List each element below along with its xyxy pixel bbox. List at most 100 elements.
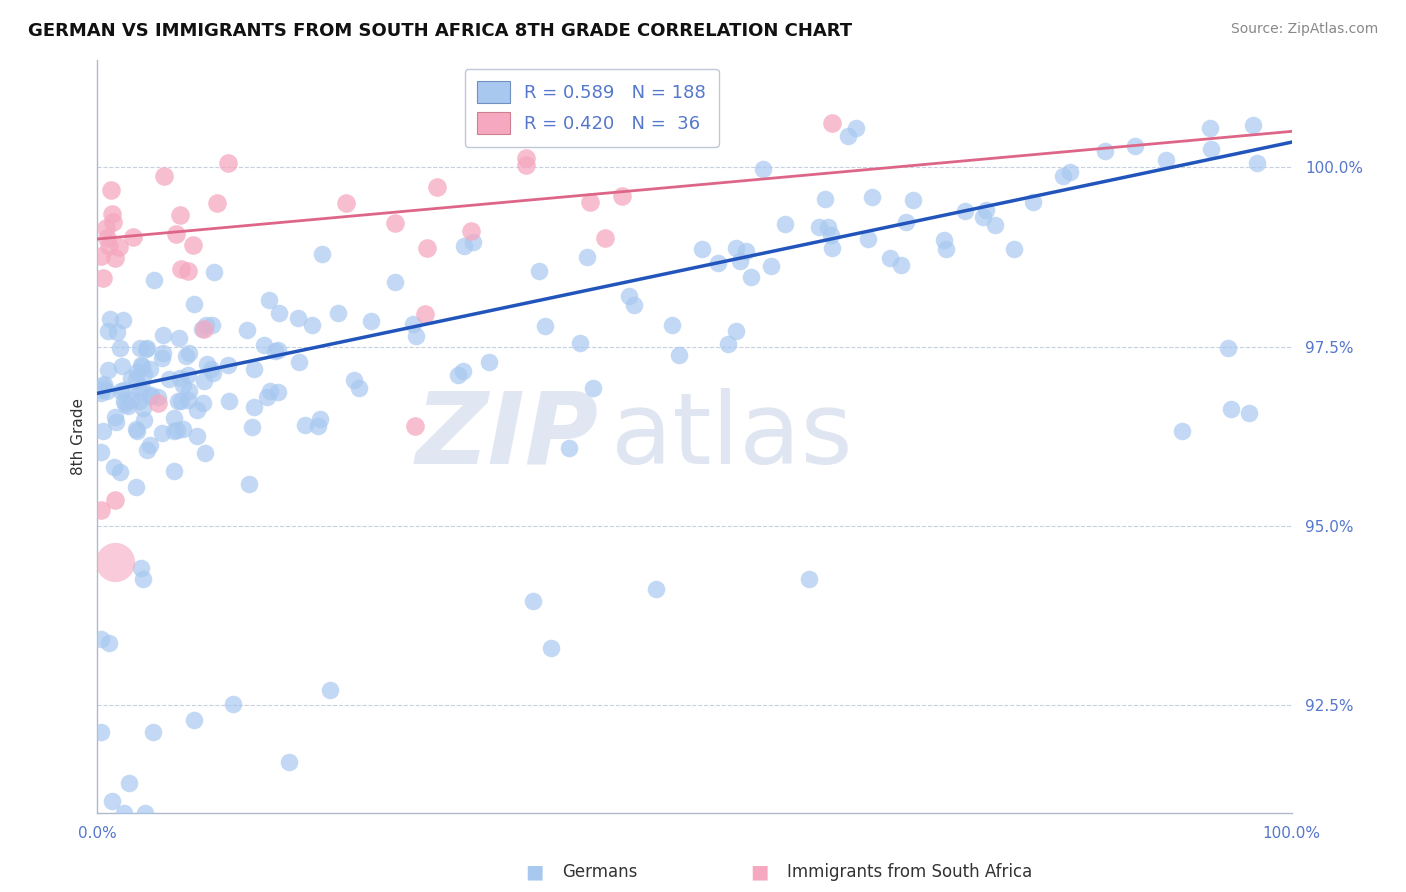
Point (307, 419, 329, 434)
Point (342, 373, 364, 387)
Point (534, 319, 557, 334)
Point (384, 275, 406, 289)
Point (172, 378, 194, 392)
Point (112, 393, 135, 408)
Point (287, 355, 309, 369)
Point (139, 389, 162, 403)
Y-axis label: 8th Grade: 8th Grade (72, 398, 86, 475)
Point (174, 349, 197, 363)
Point (103, 409, 125, 424)
Point (416, 241, 439, 255)
Point (112, 383, 135, 397)
Point (194, 318, 217, 332)
Point (100, 182, 122, 196)
Point (163, 411, 186, 425)
Point (515, 151, 537, 165)
Point (579, 195, 602, 210)
Point (974, 202, 997, 217)
Point (460, 224, 482, 238)
Point (177, 368, 200, 383)
Point (759, 259, 782, 273)
Point (257, 293, 280, 307)
Point (1198, 121, 1220, 136)
Point (983, 219, 1005, 233)
Point (200, 318, 222, 332)
Point (181, 238, 204, 252)
Point (125, 422, 148, 436)
Point (1199, 142, 1222, 156)
Point (463, 235, 485, 250)
Point (569, 336, 592, 351)
Point (101, 215, 124, 229)
Point (610, 189, 633, 203)
Point (136, 341, 159, 355)
Text: ZIP: ZIP (416, 388, 599, 485)
Point (108, 466, 131, 480)
Point (619, 288, 641, 302)
Point (191, 395, 214, 409)
Point (186, 403, 208, 417)
Point (104, 555, 127, 569)
Point (91, 379, 114, 393)
Point (169, 370, 191, 384)
Point (426, 179, 449, 194)
Point (105, 415, 128, 429)
Point (114, 397, 136, 411)
Point (522, 594, 544, 608)
Point (163, 464, 186, 478)
Point (129, 561, 152, 575)
Point (264, 343, 287, 358)
Point (1002, 242, 1025, 256)
Point (540, 640, 562, 655)
Point (104, 252, 127, 266)
Point (1246, 156, 1268, 170)
Point (890, 258, 912, 272)
Point (706, 256, 728, 270)
Point (98, 311, 121, 326)
Point (311, 247, 333, 261)
Point (717, 337, 740, 351)
Point (139, 438, 162, 452)
Point (235, 322, 257, 336)
Point (972, 211, 994, 225)
Point (294, 417, 316, 432)
Text: Immigrants from South Africa: Immigrants from South Africa (787, 863, 1032, 881)
Legend: R = 0.589   N = 188, R = 0.420   N =  36: R = 0.589 N = 188, R = 0.420 N = 36 (464, 69, 718, 147)
Point (221, 697, 243, 711)
Point (112, 806, 135, 821)
Point (218, 394, 240, 409)
Point (1059, 164, 1081, 178)
Point (135, 342, 157, 356)
Point (191, 322, 214, 336)
Point (259, 384, 281, 398)
Point (97, 636, 120, 650)
Point (146, 396, 169, 410)
Point (148, 390, 170, 404)
Point (724, 241, 747, 255)
Point (101, 207, 124, 221)
Point (661, 318, 683, 332)
Point (326, 305, 349, 319)
Point (335, 196, 357, 211)
Point (96, 384, 118, 398)
Point (129, 342, 152, 356)
Point (124, 373, 146, 387)
Point (103, 460, 125, 475)
Point (131, 381, 153, 395)
Point (134, 806, 156, 821)
Point (453, 239, 475, 253)
Point (1022, 195, 1045, 210)
Point (120, 371, 142, 385)
Point (166, 423, 188, 437)
Point (93, 376, 115, 391)
Text: atlas: atlas (612, 388, 852, 485)
Point (111, 359, 134, 374)
Point (256, 390, 278, 404)
Point (202, 265, 225, 279)
Point (94, 221, 117, 235)
Point (240, 420, 263, 434)
Point (775, 217, 797, 231)
Point (814, 192, 837, 206)
Point (1216, 341, 1239, 355)
Text: ■: ■ (524, 863, 544, 882)
